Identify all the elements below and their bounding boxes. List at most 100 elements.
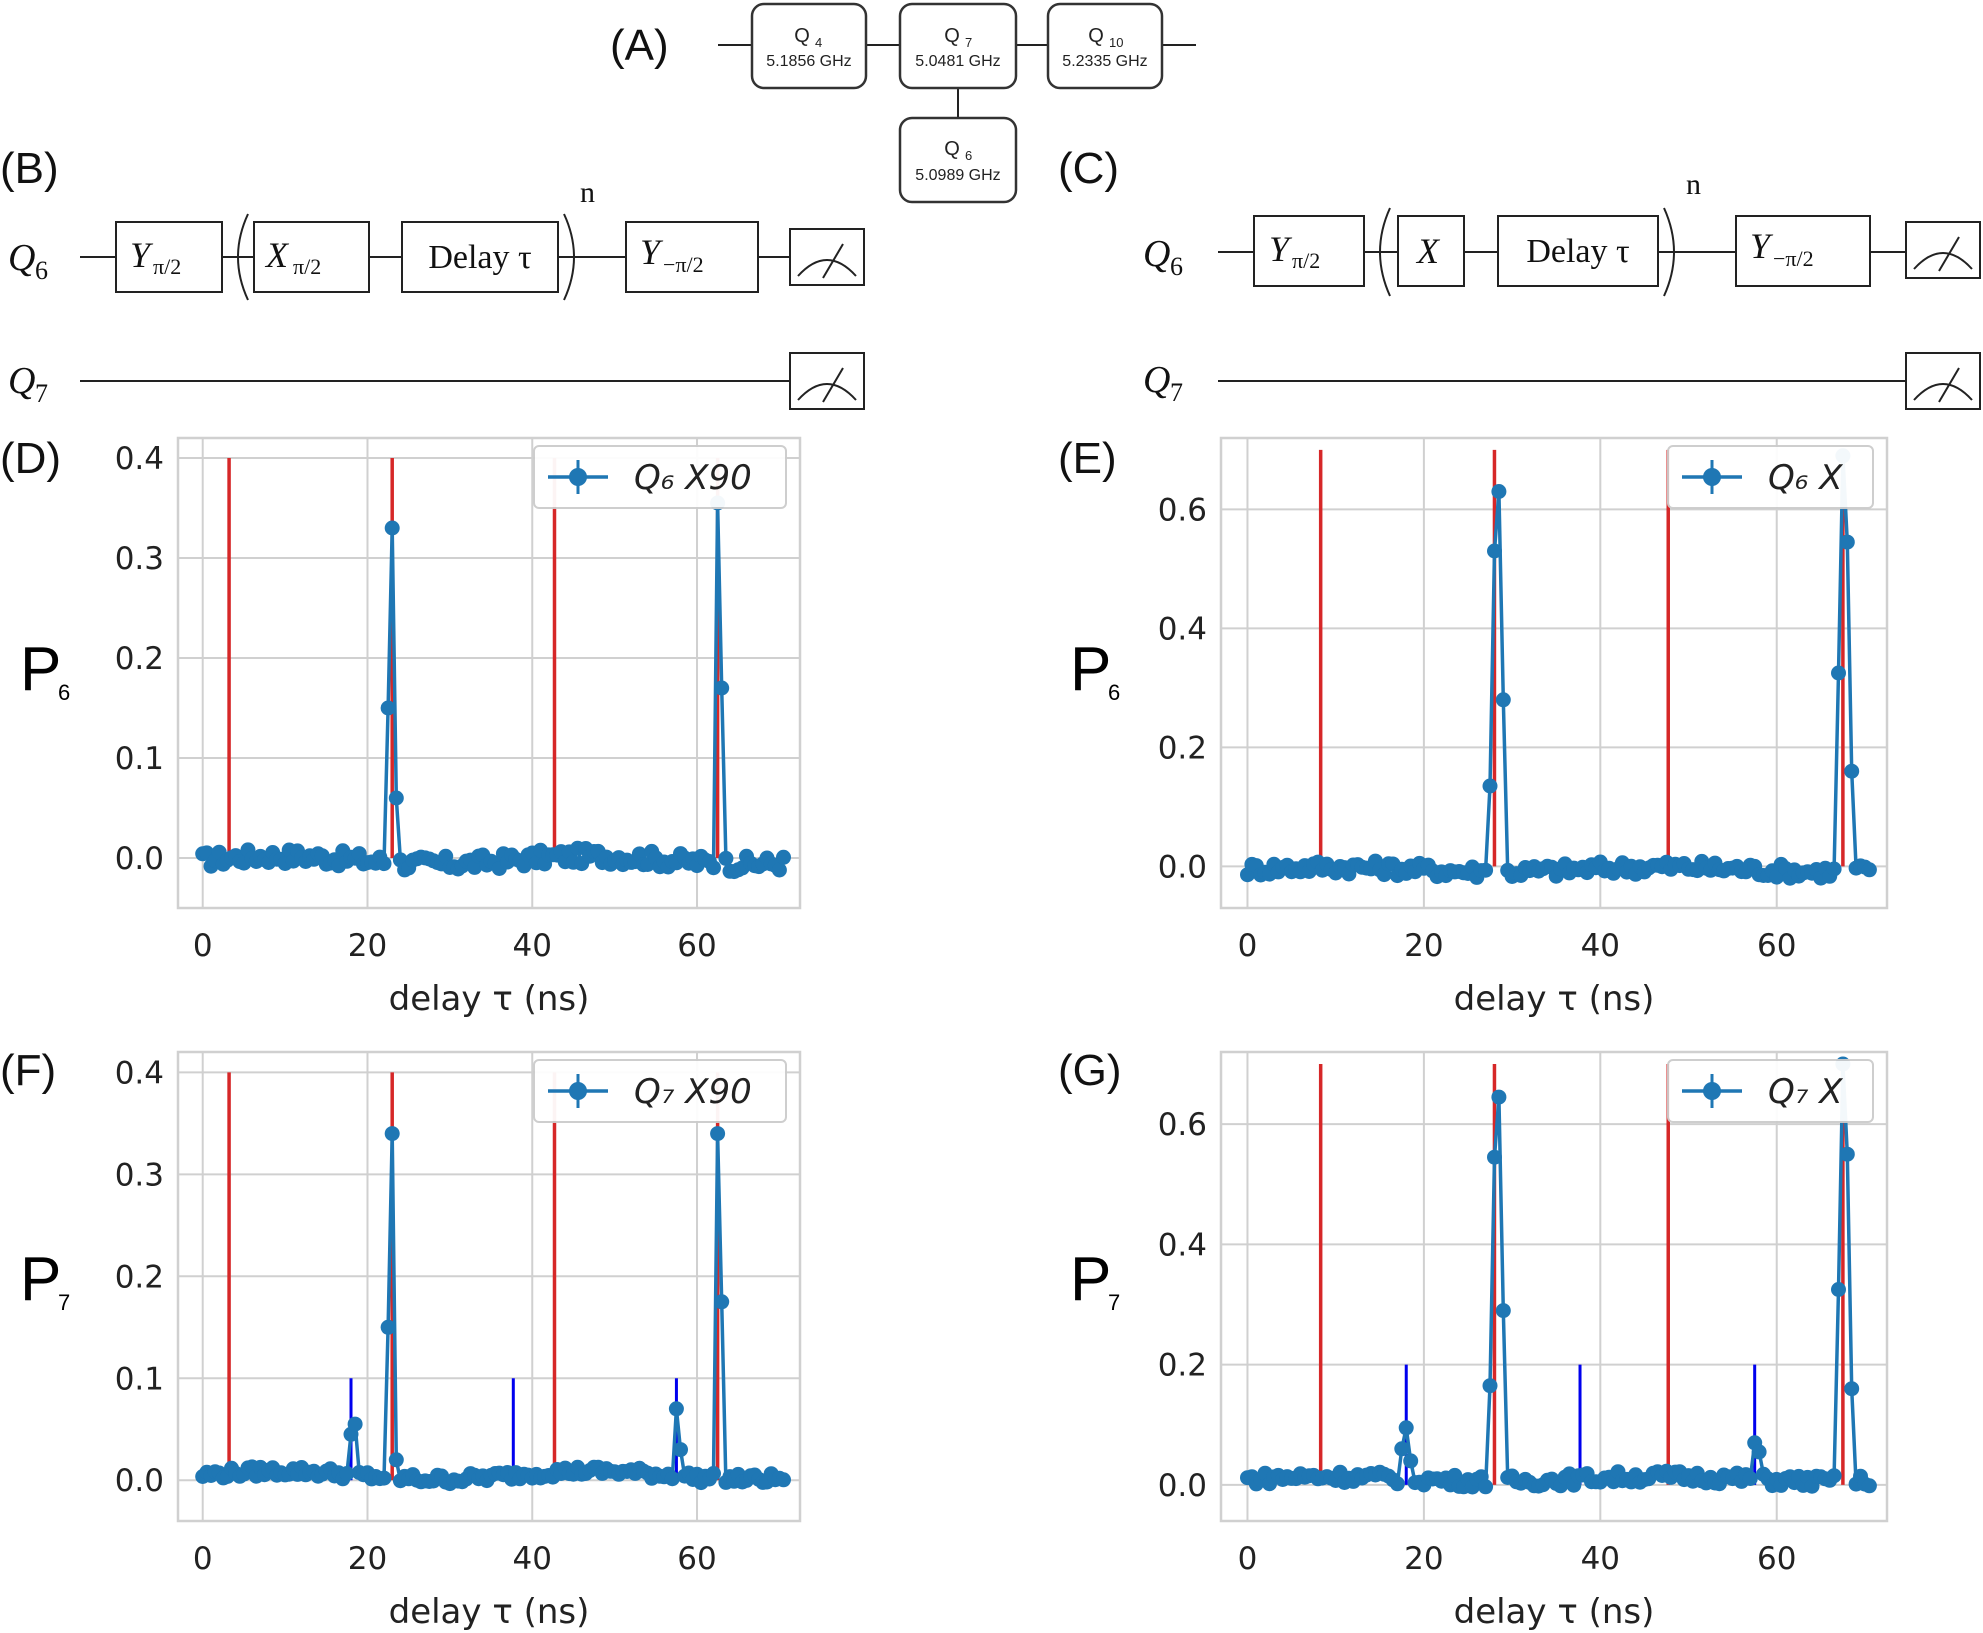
qubit-frequency: 5.0989 GHz bbox=[915, 167, 1000, 184]
data-point bbox=[1487, 1149, 1502, 1165]
y-axis-label-sub: 6 bbox=[1108, 680, 1120, 705]
x-tick-label: 40 bbox=[513, 928, 552, 964]
y-tick-label: 0.1 bbox=[115, 1361, 164, 1397]
legend: Q₇ X bbox=[1667, 1059, 1874, 1123]
data-point bbox=[1839, 1146, 1855, 1162]
data-point bbox=[380, 700, 396, 716]
measure-icon bbox=[1905, 221, 1981, 279]
y-axis-label-sub: 7 bbox=[58, 1290, 70, 1315]
wire-label-q7-sub: 7 bbox=[35, 379, 48, 408]
qubit-q6: Q 6 5.0989 GHz bbox=[898, 116, 1018, 204]
repeat-bracket-left bbox=[1379, 207, 1391, 297]
legend-marker bbox=[569, 1082, 587, 1100]
data-point bbox=[710, 1126, 726, 1142]
data-point bbox=[1826, 1468, 1842, 1484]
data-point bbox=[376, 856, 392, 872]
wire-label-q6-sub: 6 bbox=[1170, 252, 1183, 281]
wire-label-q6: Q bbox=[8, 237, 35, 279]
gate-label-sub: −π/2 bbox=[1773, 246, 1814, 271]
data-point bbox=[1861, 1478, 1877, 1494]
wire-label-q7: Q bbox=[1143, 359, 1170, 401]
y-tick-label: 0.4 bbox=[1158, 1227, 1207, 1263]
y-tick-label: 0.2 bbox=[115, 641, 164, 677]
data-point bbox=[1491, 484, 1507, 499]
qubit-box bbox=[898, 116, 1018, 204]
y-tick-label: 0.4 bbox=[1158, 611, 1207, 647]
data-point bbox=[384, 520, 400, 536]
data-point bbox=[1398, 1420, 1414, 1436]
data-point bbox=[1389, 1476, 1405, 1492]
gate-label: Y bbox=[130, 235, 154, 275]
data-point bbox=[706, 860, 721, 876]
x-tick-label: 20 bbox=[1404, 928, 1443, 964]
data-point bbox=[776, 1472, 791, 1488]
x-tick-label: 20 bbox=[1404, 1541, 1443, 1577]
wire-label-q7-sub: 7 bbox=[1170, 378, 1183, 407]
y-tick-label: 0.2 bbox=[115, 1259, 164, 1295]
plot-panel-g: (G) 0 20 40 60 0.0 0.2 0.4 0.6 delay τ (ns) P7 Q₇ … bbox=[1058, 1046, 1889, 1632]
y-axis-label: P bbox=[20, 635, 61, 704]
gate-y-minus-pi-2 bbox=[1735, 215, 1871, 287]
x-tick-label: 60 bbox=[677, 928, 716, 964]
data-point bbox=[771, 862, 787, 878]
data-point bbox=[1831, 1282, 1846, 1297]
qubit-frequency: 5.0481 GHz bbox=[915, 53, 1000, 70]
legend-marker bbox=[1703, 1082, 1721, 1100]
gate-label-sub: −π/2 bbox=[663, 252, 704, 277]
x-axis-label: delay τ (ns) bbox=[1454, 1592, 1655, 1632]
y-tick-label: 0.4 bbox=[115, 1055, 164, 1091]
data-point bbox=[347, 1416, 363, 1432]
data-point bbox=[380, 1319, 396, 1335]
gate-label: X bbox=[1415, 231, 1441, 271]
gate-x bbox=[1397, 215, 1465, 287]
data-point bbox=[1495, 1303, 1511, 1319]
x-tick-label: 40 bbox=[513, 1541, 552, 1577]
data-point bbox=[1394, 1441, 1410, 1457]
gate-x-pi-2 bbox=[253, 221, 370, 293]
panel-label-f: (F) bbox=[0, 1046, 56, 1095]
qubit-index: 4 bbox=[815, 35, 822, 50]
gate-delay bbox=[1497, 215, 1659, 287]
data-point bbox=[1482, 778, 1498, 794]
data-point bbox=[1478, 1479, 1494, 1495]
panel-label-a: (A) bbox=[610, 21, 669, 70]
legend-box bbox=[533, 445, 787, 509]
y-tick-label: 0.1 bbox=[115, 741, 164, 777]
repeat-bracket-left bbox=[237, 213, 249, 301]
data-point bbox=[1495, 692, 1511, 708]
qubit-name: Q bbox=[1088, 25, 1104, 47]
data-point bbox=[1403, 1453, 1419, 1469]
panel-label-d: (D) bbox=[0, 434, 61, 483]
qubit-box bbox=[1046, 2, 1164, 90]
data-point bbox=[388, 1452, 404, 1468]
data-point bbox=[664, 1471, 680, 1487]
x-tick-label: 60 bbox=[1757, 1541, 1796, 1577]
legend-label: Q₆ X90 bbox=[634, 458, 752, 498]
x-axis-label: delay τ (ns) bbox=[1454, 979, 1655, 1019]
data-point bbox=[718, 850, 734, 866]
qubit-index: 7 bbox=[965, 35, 972, 50]
data-point bbox=[1742, 1471, 1758, 1486]
y-tick-label: 0.4 bbox=[115, 441, 164, 477]
x-tick-label: 40 bbox=[1581, 1541, 1620, 1577]
data-point bbox=[1831, 665, 1846, 681]
gate-label: Delay τ bbox=[428, 239, 531, 276]
circuit-c: (C) Q 6 Q 7 Y π/2 X Delay τ n Y −π/2 bbox=[1058, 144, 1981, 410]
qubit-q7: Q 7 5.0481 GHz bbox=[898, 2, 1018, 90]
gate-y-minus-pi-2 bbox=[625, 221, 759, 293]
repeat-count: n bbox=[1686, 168, 1701, 201]
gate-label: Y bbox=[640, 232, 664, 272]
legend: Q₆ X90 bbox=[533, 445, 787, 509]
y-tick-label: 0.0 bbox=[115, 841, 164, 877]
data-point bbox=[1826, 861, 1842, 877]
qubit-layout: (A) Q 4 5.1856 GHz Q 7 5.0481 GHz Q 10 5… bbox=[610, 2, 1196, 204]
legend-marker bbox=[1703, 468, 1721, 486]
gate-label: Y bbox=[1269, 229, 1293, 269]
gate-label: Delay τ bbox=[1526, 233, 1629, 270]
data-point bbox=[1839, 534, 1855, 550]
x-tick-label: 0 bbox=[1238, 1541, 1258, 1577]
legend-box bbox=[533, 1059, 787, 1123]
qubit-box bbox=[750, 2, 868, 90]
data-point bbox=[776, 849, 791, 865]
